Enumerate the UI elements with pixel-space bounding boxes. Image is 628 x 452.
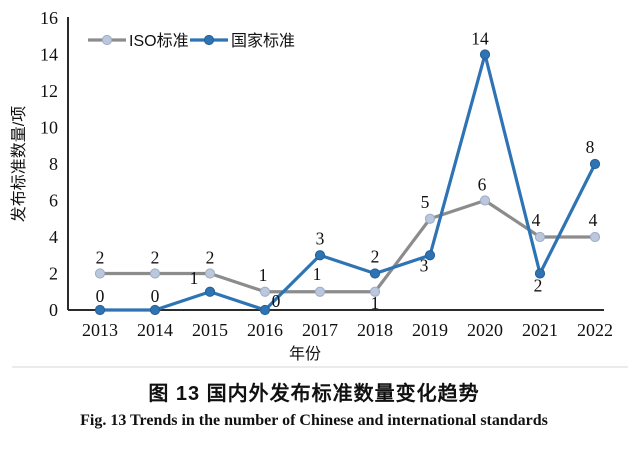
legend-label-iso: ISO标准 (129, 32, 189, 50)
data-point-iso (589, 231, 601, 243)
x-tick-label: 2018 (357, 320, 393, 340)
data-label-national: 2 (371, 247, 380, 267)
data-point-iso (314, 286, 326, 297)
legend-marker-national (203, 34, 215, 46)
data-point-national (204, 286, 216, 297)
data-point-national (534, 268, 546, 279)
x-tick-label: 2016 (247, 320, 283, 340)
y-tick-label: 6 (49, 191, 58, 211)
data-label-iso: 4 (589, 210, 598, 230)
x-tick-label: 2014 (137, 320, 173, 340)
data-label-iso: 2 (206, 248, 215, 268)
data-label-iso: 2 (96, 248, 105, 268)
data-point-iso (479, 195, 491, 206)
data-label-national: 0 (151, 286, 160, 306)
data-point-national (314, 250, 326, 261)
y-axis-title: 发布标准数量/项 (10, 106, 28, 222)
x-tick-label: 2019 (412, 320, 448, 340)
data-point-national (94, 304, 106, 316)
data-label-iso: 4 (532, 210, 541, 230)
figure-title: 图 13 国内外发布标准数量变化趋势 (148, 383, 480, 405)
x-tick-label: 2015 (192, 320, 228, 340)
data-point-national (479, 49, 491, 60)
legend-label-national: 国家标准 (231, 32, 295, 50)
data-point-national (424, 250, 436, 261)
data-point-iso (94, 268, 106, 279)
data-label-national: 8 (586, 137, 595, 157)
data-label-national: 2 (534, 276, 543, 296)
x-tick-label: 2021 (522, 320, 558, 340)
data-label-national: 0 (96, 286, 105, 306)
x-tick-label: 2017 (302, 320, 338, 340)
y-tick-label: 12 (40, 81, 58, 101)
x-tick-label: 2020 (467, 320, 503, 340)
data-point-national (149, 304, 161, 316)
y-tick-label: 2 (49, 264, 58, 284)
data-label-national: 0 (272, 291, 281, 311)
data-point-iso (424, 213, 436, 224)
data-point-iso (149, 268, 161, 279)
y-tick-label: 0 (49, 300, 58, 320)
x-tick-label: 2013 (82, 320, 118, 340)
y-tick-label: 10 (40, 118, 58, 138)
data-label-iso: 1 (259, 265, 268, 285)
data-point-national (589, 158, 601, 170)
y-tick-label: 14 (40, 45, 58, 65)
y-tick-label: 4 (49, 227, 58, 247)
data-label-national: 1 (190, 268, 199, 288)
data-label-national: 3 (420, 255, 429, 275)
data-point-national (369, 268, 381, 279)
data-label-iso: 5 (421, 192, 430, 212)
data-point-iso (204, 268, 216, 279)
data-label-national: 3 (316, 228, 325, 248)
y-tick-label: 8 (49, 154, 58, 174)
series-line-national (98, 52, 597, 312)
data-label-iso: 6 (478, 175, 487, 195)
series-line-iso (98, 198, 597, 294)
data-point-national (259, 304, 271, 316)
y-tick-label: 16 (40, 8, 58, 28)
x-tick-label: 2022 (577, 320, 613, 340)
figure-caption: Fig. 13 Trends in the number of Chinese … (80, 412, 548, 429)
data-point-iso (369, 286, 381, 297)
legend-marker-iso (101, 34, 113, 46)
x-axis-title: 年份 (289, 345, 321, 363)
data-label-iso: 1 (371, 293, 380, 313)
data-label-iso: 2 (151, 248, 160, 268)
data-label-national: 14 (471, 29, 489, 49)
data-point-iso (259, 286, 271, 297)
data-label-iso: 1 (313, 264, 322, 284)
data-point-iso (534, 231, 546, 243)
